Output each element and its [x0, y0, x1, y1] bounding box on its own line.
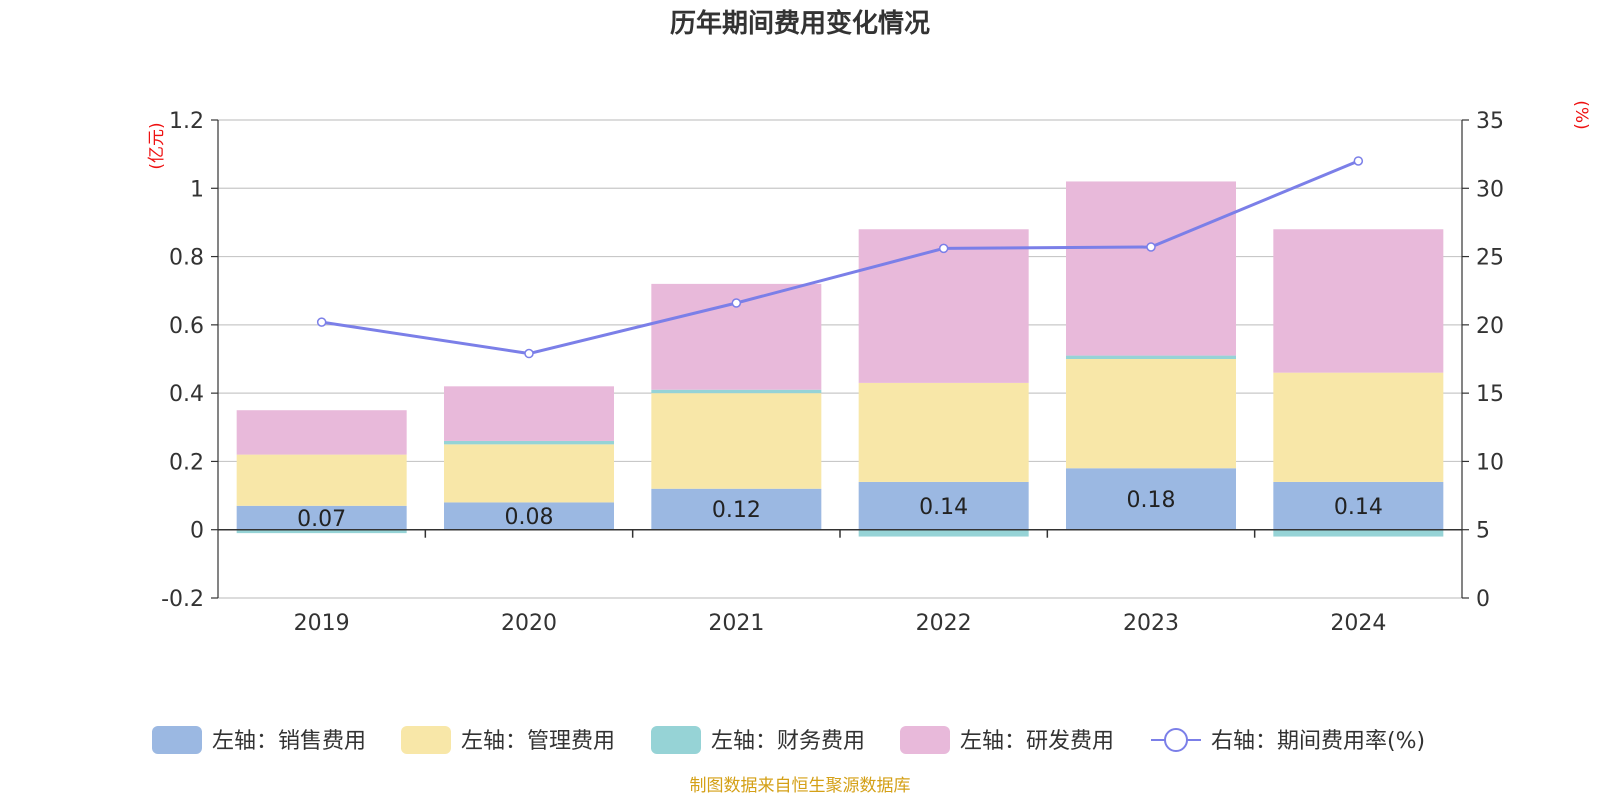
rate-point [938, 243, 949, 254]
rate-point [1353, 156, 1364, 166]
bar-segment [1273, 229, 1444, 373]
bar-segment [444, 386, 614, 441]
rate-point [524, 348, 534, 359]
x-tick-label: 2019 [294, 611, 350, 636]
bar-segment [236, 529, 407, 534]
bar-segment [236, 505, 407, 530]
left-tick-label: 1 [190, 177, 204, 202]
legend-label: 左轴：销售费用 [212, 729, 366, 754]
right-tick-label: 10 [1476, 450, 1504, 475]
bar-data-label: 0.12 [712, 498, 761, 523]
bar-segment [236, 454, 407, 506]
bar-data-label: 0.08 [505, 505, 554, 530]
axes: -0.2 0 0.2 0.4 0.6 0.8 1 1.2 0 5 10 15 20 25 30 35 2019 2… [161, 109, 1504, 636]
bar-segment [1273, 481, 1444, 530]
bar-segment [1273, 372, 1444, 482]
legend-swatch [401, 726, 451, 754]
bar-segment [1066, 468, 1236, 530]
rate-point [731, 298, 742, 308]
rate-point [1146, 242, 1156, 252]
right-axis-unit: (%) [1571, 100, 1591, 129]
bar-data-label: 0.18 [1127, 488, 1176, 513]
bar-segment [444, 444, 614, 503]
rate-line [316, 156, 1364, 359]
left-tick-label: 0.6 [169, 314, 204, 339]
bar-segment [651, 488, 822, 530]
bar-segment [1273, 529, 1444, 537]
bar-segment [1066, 181, 1236, 356]
left-tick-label: 1.2 [169, 109, 204, 134]
left-tick-label: 0.4 [169, 382, 204, 407]
bar-labels: 0.07 0.08 0.12 0.14 0.18 0.14 [297, 488, 1383, 532]
bar-data-label: 0.14 [919, 495, 968, 520]
bar-data-label: 0.07 [297, 507, 346, 532]
x-tick-label: 2023 [1123, 611, 1179, 636]
source-note: 制图数据来自恒生聚源数据库 [690, 776, 911, 796]
legend-swatch [651, 726, 701, 754]
left-tick-label: 0.8 [169, 246, 204, 271]
bar-segment [444, 502, 614, 530]
x-tick-label: 2020 [501, 611, 557, 636]
bar-segment [1066, 359, 1236, 469]
legend-swatch [152, 726, 202, 754]
rate-point [316, 317, 327, 327]
bar-segment [236, 410, 407, 455]
grid-lines [218, 119, 1462, 599]
bar-segment [858, 481, 1029, 530]
left-tick-label: 0 [190, 519, 204, 544]
legend-swatch [900, 726, 950, 754]
x-tick-label: 2022 [916, 611, 972, 636]
right-tick-label: 15 [1476, 382, 1504, 407]
right-tick-label: 30 [1476, 177, 1504, 202]
right-tick-label: 35 [1476, 109, 1504, 134]
rate-line-path [321, 159, 1359, 356]
chart-title: 历年期间费用变化情况 [670, 8, 930, 39]
bar-segment [858, 529, 1029, 537]
legend-label: 左轴：管理费用 [461, 729, 615, 754]
right-tick-label: 0 [1476, 587, 1490, 612]
bar-segment [651, 389, 822, 394]
x-tick-label: 2021 [708, 611, 764, 636]
bar-segment [1066, 355, 1236, 359]
left-tick-label: 0.2 [169, 450, 204, 475]
bar-data-label: 0.14 [1334, 495, 1383, 520]
bar-segment [444, 440, 614, 445]
legend-marker-swatch [1164, 728, 1188, 752]
bar-segment [858, 382, 1029, 482]
left-tick-label: -0.2 [161, 587, 204, 612]
x-tick-label: 2024 [1330, 611, 1386, 636]
legend: 左轴：销售费用 左轴：管理费用 左轴：财务费用 左轴：研发费用 右轴：期间费用率(%) [152, 726, 1425, 754]
right-tick-label: 25 [1476, 246, 1504, 271]
bars [236, 181, 1444, 537]
right-tick-label: 5 [1476, 519, 1490, 544]
bar-segment [858, 229, 1029, 383]
left-axis-unit: (亿元) [147, 122, 167, 169]
right-tick-label: 20 [1476, 314, 1504, 339]
legend-label: 右轴：期间费用率(%) [1211, 729, 1425, 754]
bar-segment [651, 393, 822, 489]
legend-label: 左轴：财务费用 [711, 729, 865, 754]
legend-label: 左轴：研发费用 [960, 729, 1114, 754]
